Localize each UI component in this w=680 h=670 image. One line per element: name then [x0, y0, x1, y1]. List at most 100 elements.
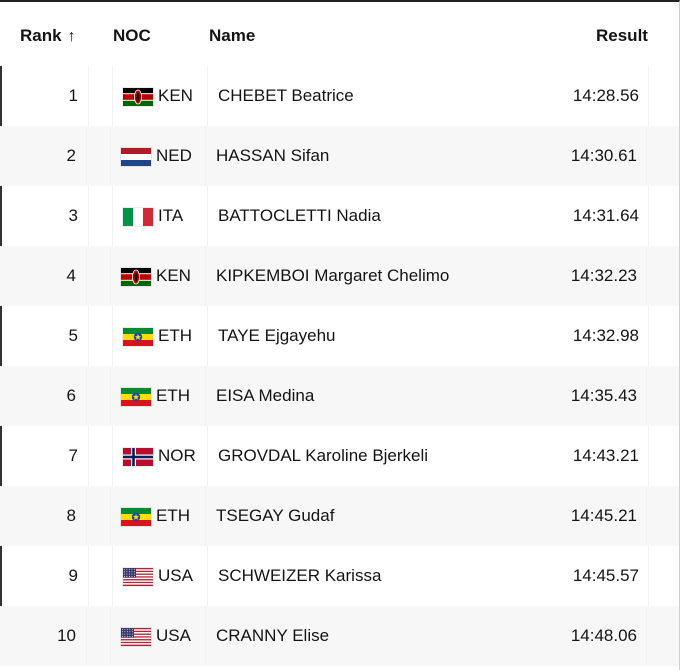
- rank-header-label: Rank: [20, 26, 62, 45]
- column-divider: [110, 126, 111, 186]
- rank-cell: 2: [66, 146, 76, 165]
- usa-flag-icon: [123, 568, 153, 586]
- column-divider: [86, 126, 87, 186]
- table-header: Rank ↑ NOC Name Result: [0, 2, 679, 66]
- name-column-header: Name: [209, 26, 256, 45]
- column-divider: [88, 426, 89, 486]
- column-divider: [112, 306, 113, 366]
- column-divider: [648, 186, 649, 246]
- column-divider: [648, 426, 649, 486]
- table-body: 1 KEN CHEBET Beatrice 14:28.56 2 NED HASSAN Si…: [0, 66, 679, 666]
- rank-cell: 5: [68, 326, 78, 345]
- noc-cell: ETH: [158, 326, 192, 345]
- table-row[interactable]: 2 NED HASSAN Sifan 14:30.61: [0, 126, 679, 186]
- usa-flag-icon: [121, 628, 151, 646]
- table-row[interactable]: 9 USA SCHWEIZER Karissa 14:45.57: [0, 546, 679, 606]
- result-cell: 14:31.64: [572, 206, 639, 225]
- column-divider: [110, 366, 111, 426]
- table-row[interactable]: 5 ETH TAYE Ejgayehu 14:32.98: [0, 306, 679, 366]
- column-divider: [207, 546, 208, 606]
- noc-cell: KEN: [158, 86, 193, 105]
- rank-cell: 1: [68, 86, 78, 105]
- rank-cell: 10: [57, 626, 76, 645]
- column-divider: [646, 126, 647, 186]
- athlete-name[interactable]: SCHWEIZER Karissa: [218, 566, 382, 585]
- noc-cell: USA: [158, 566, 193, 585]
- column-divider: [110, 246, 111, 306]
- noc-cell: ETH: [156, 506, 190, 525]
- column-divider: [207, 186, 208, 246]
- column-divider: [112, 426, 113, 486]
- table-row[interactable]: 6 ETH EISA Medina 14:35.43: [0, 366, 679, 426]
- ethiopia-flag-icon: [123, 328, 153, 346]
- athlete-name[interactable]: BATTOCLETTI Nadia: [218, 206, 381, 225]
- column-divider: [112, 546, 113, 606]
- column-divider: [86, 246, 87, 306]
- column-divider: [207, 426, 208, 486]
- column-divider: [86, 486, 87, 546]
- rank-cell: 8: [66, 506, 76, 525]
- column-divider: [646, 366, 647, 426]
- rank-cell: 7: [68, 446, 78, 465]
- table-row[interactable]: 3 ITA BATTOCLETTI Nadia 14:31.64: [0, 186, 679, 246]
- column-divider: [205, 486, 206, 546]
- noc-cell: KEN: [156, 266, 191, 285]
- noc-column-header: NOC: [113, 26, 151, 45]
- column-divider: [110, 606, 111, 666]
- netherlands-flag-icon: [121, 148, 151, 166]
- column-divider: [88, 186, 89, 246]
- athlete-name[interactable]: GROVDAL Karoline Bjerkeli: [218, 446, 429, 465]
- table-row[interactable]: 10 USA CRANNY Elise 14:48.06: [0, 606, 679, 666]
- italy-flag-icon: [123, 208, 153, 226]
- result-cell: 14:48.06: [570, 626, 637, 645]
- result-cell: 14:30.61: [570, 146, 637, 165]
- athlete-name[interactable]: CRANNY Elise: [216, 626, 330, 645]
- result-cell: 14:45.57: [572, 566, 639, 585]
- table-row[interactable]: 4 KEN KIPKEMBOI Margaret Chelimo 14:32.23: [0, 246, 679, 306]
- result-cell: 14:45.21: [570, 506, 637, 525]
- rank-cell: 6: [66, 386, 76, 405]
- rank-cell: 3: [68, 206, 78, 225]
- table-row[interactable]: 7 NOR GROVDAL Karoline Bjerkeli 14:43.21: [0, 426, 679, 486]
- column-divider: [648, 66, 649, 126]
- column-divider: [646, 486, 647, 546]
- result-cell: 14:28.56: [572, 86, 639, 105]
- column-divider: [110, 486, 111, 546]
- noc-cell: NED: [156, 146, 192, 165]
- athlete-name[interactable]: CHEBET Beatrice: [218, 86, 354, 105]
- column-divider: [86, 366, 87, 426]
- ethiopia-flag-icon: [121, 388, 151, 406]
- result-cell: 14:35.43: [570, 386, 637, 405]
- table-row[interactable]: 1 KEN CHEBET Beatrice 14:28.56: [0, 66, 679, 126]
- noc-cell: ETH: [156, 386, 190, 405]
- column-divider: [646, 246, 647, 306]
- column-divider: [88, 306, 89, 366]
- column-divider: [88, 546, 89, 606]
- athlete-name[interactable]: TSEGAY Gudaf: [216, 506, 335, 525]
- athlete-name[interactable]: KIPKEMBOI Margaret Chelimo: [216, 266, 450, 285]
- column-divider: [646, 606, 647, 666]
- ethiopia-flag-icon: [121, 508, 151, 526]
- athlete-name[interactable]: EISA Medina: [216, 386, 315, 405]
- column-divider: [205, 606, 206, 666]
- result-column-header: Result: [596, 26, 648, 45]
- result-cell: 14:43.21: [572, 446, 639, 465]
- sort-ascending-icon[interactable]: ↑: [67, 28, 76, 45]
- result-cell: 14:32.23: [570, 266, 637, 285]
- column-divider: [205, 246, 206, 306]
- athlete-name[interactable]: TAYE Ejgayehu: [218, 326, 336, 345]
- column-divider: [207, 66, 208, 126]
- rank-column-header[interactable]: Rank ↑: [20, 24, 76, 49]
- norway-flag-icon: [123, 448, 153, 466]
- table-row[interactable]: 8 ETH TSEGAY Gudaf 14:45.21: [0, 486, 679, 546]
- kenya-flag-icon: [121, 268, 151, 286]
- noc-cell: NOR: [158, 446, 196, 465]
- noc-cell: ITA: [158, 206, 184, 225]
- column-divider: [648, 546, 649, 606]
- column-divider: [207, 306, 208, 366]
- rank-cell: 9: [68, 566, 78, 585]
- column-divider: [205, 366, 206, 426]
- column-divider: [112, 66, 113, 126]
- athlete-name[interactable]: HASSAN Sifan: [216, 146, 330, 165]
